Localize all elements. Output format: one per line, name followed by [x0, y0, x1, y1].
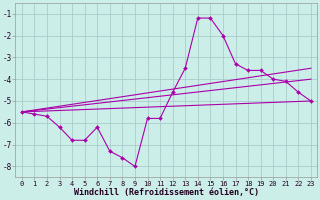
- X-axis label: Windchill (Refroidissement éolien,°C): Windchill (Refroidissement éolien,°C): [74, 188, 259, 197]
